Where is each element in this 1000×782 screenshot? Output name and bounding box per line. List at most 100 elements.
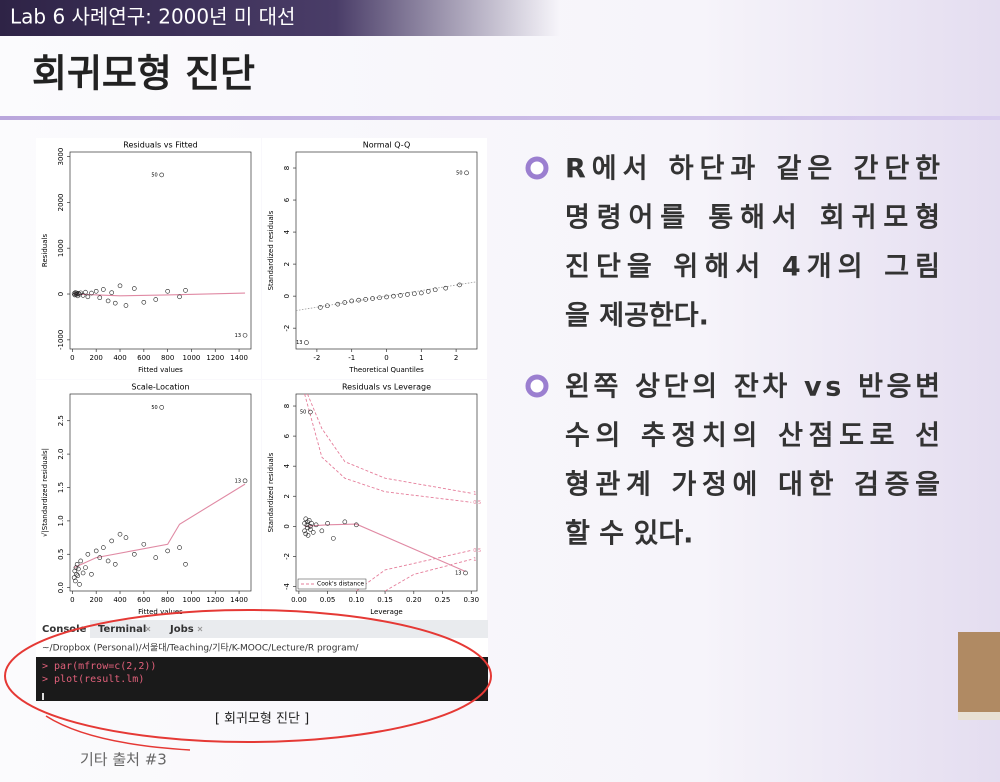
y-tick-label: 0.0 — [57, 582, 65, 593]
x-tick-label: 0.15 — [377, 596, 393, 604]
point — [74, 561, 80, 567]
point — [349, 298, 354, 304]
tab-close-icon — [197, 626, 203, 632]
figure-caption: [ 회귀모형 진단 ] — [215, 712, 309, 727]
annotation-stroke — [45, 715, 191, 751]
x-tick-label: -2 — [313, 354, 320, 362]
point — [97, 295, 103, 300]
point — [74, 572, 79, 577]
console-tab-active — [36, 620, 90, 638]
bullet-text: 진단을 위해서 4개의 그림 — [565, 252, 940, 283]
x-tick-label: 1200 — [206, 596, 224, 604]
point — [463, 570, 468, 576]
y-tick-label: 8 — [283, 166, 291, 170]
y-tick-label: 0.5 — [57, 549, 65, 560]
point — [101, 545, 106, 550]
bullet-icon — [525, 156, 549, 180]
console-line: > plot(result.lm) — [42, 674, 144, 685]
contour-label: 0.5 — [473, 548, 481, 554]
point — [159, 172, 164, 178]
bullet-text: R에서 하단과 같은 간단한 — [565, 154, 940, 185]
point — [123, 303, 129, 308]
point — [177, 294, 182, 300]
point — [112, 561, 118, 567]
point — [165, 288, 170, 294]
point-label: 13 — [455, 570, 461, 576]
point — [153, 555, 159, 560]
point — [305, 533, 311, 538]
x-tick-label: 0.00 — [291, 596, 307, 604]
x-tick-label: 600 — [137, 596, 150, 604]
x-tick-label: 1000 — [183, 596, 201, 604]
x-tick-label: 0.25 — [435, 596, 451, 604]
point-label: 13 — [296, 340, 302, 346]
point — [310, 530, 316, 535]
cursor — [42, 693, 44, 700]
point — [303, 531, 309, 537]
source-note: 기타 출처 #3 — [80, 751, 167, 769]
x-tick-label: 600 — [137, 354, 150, 362]
point — [89, 572, 94, 577]
y-tick-label: 4 — [283, 463, 291, 468]
smooth-line — [73, 483, 246, 569]
plot-title: Residuals vs Fitted — [123, 141, 197, 150]
plot-box — [295, 393, 478, 592]
y-tick-label: 0 — [283, 294, 291, 298]
y-tick-label: 1000 — [57, 239, 65, 257]
console-tab[interactable]: Jobs — [169, 624, 194, 635]
panel-bg — [262, 138, 487, 379]
bullet-text: 할 수 있다. — [565, 519, 693, 550]
x-tick-label: 0 — [70, 596, 74, 604]
point — [308, 409, 313, 415]
point-label: 50 — [151, 405, 157, 411]
x-axis-label: Fitted values — [138, 366, 183, 374]
console-tab[interactable]: Console — [42, 624, 87, 635]
point — [302, 528, 307, 534]
point — [159, 405, 164, 410]
y-tick-label: -1000 — [57, 330, 65, 350]
point — [80, 570, 86, 576]
y-tick-label: 1.5 — [57, 482, 65, 493]
point — [76, 291, 81, 296]
point — [93, 548, 99, 554]
point — [80, 293, 86, 298]
point — [405, 292, 410, 297]
legend-box — [297, 578, 367, 590]
plot-panel: Residuals vs Leverage 0.00 0.05 0.10 0.15 0.2… — [262, 380, 487, 621]
plot-box — [69, 393, 252, 592]
point — [384, 294, 389, 300]
y-tick-label: 0 — [57, 292, 65, 296]
header: Lab 6 사례연구: 2000년 미 대선 — [10, 5, 295, 29]
plot-title: Scale-Location — [131, 383, 189, 392]
x-tick-label: 1 — [419, 354, 423, 362]
smooth-line — [74, 292, 246, 297]
point — [183, 561, 188, 567]
point — [123, 535, 129, 540]
point — [398, 293, 403, 298]
point — [117, 531, 123, 537]
point — [309, 521, 314, 526]
point — [132, 286, 137, 291]
console-tab[interactable]: Terminal — [98, 624, 146, 635]
point — [141, 541, 147, 547]
y-tick-label: 8 — [283, 404, 291, 408]
x-tick-label: 200 — [90, 354, 103, 362]
plot-box — [69, 151, 252, 350]
y-tick-label: -2 — [283, 553, 291, 560]
point — [117, 283, 123, 289]
point — [457, 282, 462, 288]
y-tick-label: -4 — [283, 582, 291, 590]
point — [109, 290, 114, 295]
x-tick-label: 0.20 — [406, 596, 422, 604]
y-tick-label: 6 — [283, 197, 291, 202]
bullet-icon — [525, 374, 549, 398]
point — [85, 551, 91, 557]
y-tick-label: 2.0 — [57, 449, 65, 460]
point — [331, 536, 336, 541]
book-decoration — [958, 712, 1000, 720]
point — [313, 522, 319, 528]
point — [177, 545, 182, 550]
point — [132, 551, 137, 557]
x-tick-label: 0 — [70, 354, 74, 362]
y-tick-label: -2 — [283, 325, 291, 332]
